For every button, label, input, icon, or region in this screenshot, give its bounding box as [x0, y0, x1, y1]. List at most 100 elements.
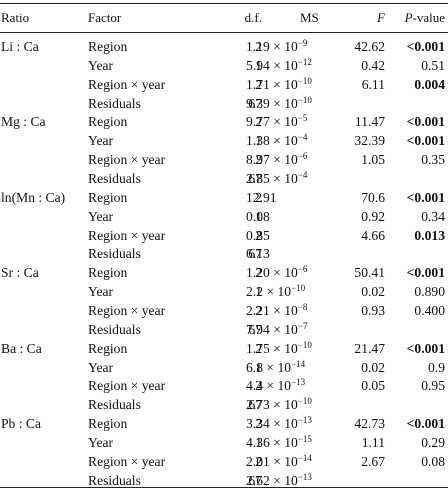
df-cell: 2 — [255, 114, 262, 130]
table-row: Year 1 6.8 × 10−14 0.02 0.9 — [0, 358, 448, 378]
factor-cell: Region — [88, 39, 128, 54]
table-row: Residuals 67 2.62 × 10−13 — [0, 471, 448, 491]
df-cell: 2 — [255, 265, 262, 281]
ms-exponent: −10 — [297, 94, 312, 105]
ms-exponent: −10 — [291, 283, 306, 294]
ms-base: 2.73 × 10 — [246, 397, 298, 413]
table-row: Region × year 2 1.71 × 10−10 6.11 0.004 — [0, 75, 448, 95]
ratio-label: ln(Mn : Ca) — [1, 189, 66, 205]
ms-base: 0.85 — [246, 227, 270, 243]
factor-cell: Region — [88, 189, 128, 205]
df-cell: 67 — [248, 246, 262, 262]
ms-cell: 0.85 — [246, 226, 270, 246]
ms-base: 4.4 × 10 — [246, 378, 292, 394]
p-value-cell: 0.400 — [414, 302, 445, 318]
ms-cell: 4.36 × 10−15 — [246, 433, 312, 453]
p-value-cell: <0.001 — [406, 265, 445, 281]
table-row: Ba : Ca Region 2 1.75 × 10−10 21.47 <0.001 — [0, 339, 448, 359]
f-cell: 2.67 — [361, 453, 385, 469]
ms-base: 8.97 × 10 — [246, 152, 298, 168]
p-value-cell: 0.08 — [421, 453, 445, 469]
ms-cell: 9.77 × 10−5 — [246, 112, 307, 132]
df-cell: 2 — [255, 189, 262, 205]
df-cell: 67 — [248, 472, 262, 488]
df-cell: 67 — [248, 397, 262, 413]
ms-base: 9.77 × 10 — [246, 114, 298, 130]
ms-cell: 2.85 × 10−4 — [246, 169, 307, 189]
p-value-cell: 0.35 — [421, 152, 445, 168]
ms-base: 2.21 × 10 — [246, 302, 298, 318]
ms-base: 3.34 × 10 — [246, 416, 298, 431]
df-cell: 1 — [255, 133, 262, 149]
f-cell: 42.73 — [354, 416, 385, 431]
p-value-cell: <0.001 — [406, 340, 445, 356]
ms-base: 1.19 × 10 — [246, 39, 298, 54]
ms-exponent: −5 — [297, 113, 308, 124]
p-value-cell: <0.001 — [406, 133, 445, 149]
header-row: Ratio Factor d.f. MS F P-value — [0, 8, 448, 28]
ms-base: 9.39 × 10 — [246, 95, 298, 111]
ms-exponent: −4 — [297, 132, 308, 143]
ms-cell: 2.2 × 10−10 — [246, 282, 305, 302]
table-row: Region × year 2 2.01 × 10−14 2.67 0.08 — [0, 452, 448, 472]
factor-cell: Region — [88, 265, 128, 281]
factor-cell: Region × year — [88, 152, 166, 168]
f-cell: 0.42 — [361, 57, 385, 73]
f-cell: 32.39 — [354, 133, 385, 149]
f-cell: 21.47 — [354, 340, 385, 356]
header-p-rest: -value — [412, 10, 445, 25]
ratio-label: Sr : Ca — [1, 265, 39, 281]
p-value-cell: 0.51 — [421, 57, 445, 73]
factor-cell: Residuals — [88, 397, 141, 413]
table-row: Year 1 1.38 × 10−4 32.39 <0.001 — [0, 131, 448, 151]
ms-cell: 6.8 × 10−14 — [246, 358, 305, 378]
table-row: Region × year 2 2.21 × 10−8 0.93 0.400 — [0, 301, 448, 321]
factor-cell: Region — [88, 340, 128, 356]
ms-exponent: −8 — [297, 301, 308, 312]
ratio-label: Mg : Ca — [1, 114, 46, 130]
factor-cell: Region × year — [88, 378, 166, 394]
p-value-cell: 0.34 — [421, 208, 445, 224]
header-factor: Factor — [88, 10, 122, 25]
table-row: Year 1 0.08 0.92 0.34 — [0, 207, 448, 227]
ms-base: 2.2 × 10 — [246, 284, 292, 300]
f-cell: 0.93 — [361, 302, 385, 318]
table-row: Residuals 67 7.94 × 10−7 — [0, 320, 448, 340]
table-row: Year 1 2.2 × 10−10 0.02 0.890 — [0, 282, 448, 302]
f-cell: 42.62 — [354, 39, 385, 54]
ms-base: 6.8 × 10 — [246, 359, 292, 375]
ms-cell: 1.75 × 10−10 — [246, 339, 312, 359]
table-row: Residuals 67 2.85 × 10−4 — [0, 169, 448, 189]
df-cell: 2 — [255, 76, 262, 92]
factor-cell: Region × year — [88, 76, 166, 92]
ms-cell: 12.91 — [246, 188, 277, 208]
ms-cell: 2.73 × 10−10 — [246, 395, 312, 415]
table-row: Sr : Ca Region 2 1.20 × 10−6 50.41 <0.001 — [0, 263, 448, 283]
table-row: Year 1 5.94 × 10−12 0.42 0.51 — [0, 56, 448, 76]
factor-cell: Year — [88, 434, 114, 450]
f-cell: 0.05 — [361, 378, 385, 394]
ms-exponent: −13 — [297, 471, 312, 482]
ms-exponent: −6 — [297, 151, 308, 162]
table-row: Region × year 2 8.97 × 10−6 1.05 0.35 — [0, 150, 448, 170]
header-ms: MS — [300, 10, 319, 25]
f-cell: 50.41 — [354, 265, 385, 281]
ms-base: 1.71 × 10 — [246, 76, 298, 92]
header-p-value: P-value — [405, 8, 445, 28]
factor-cell: Region — [88, 114, 128, 130]
ms-cell: 1.38 × 10−4 — [246, 131, 307, 151]
f-cell: 11.47 — [354, 114, 385, 130]
ms-exponent: −15 — [297, 433, 312, 444]
factor-cell: Residuals — [88, 246, 141, 262]
ms-exponent: −14 — [297, 452, 312, 463]
p-value-cell: 0.95 — [421, 378, 445, 394]
factor-cell: Region — [88, 416, 128, 431]
ms-cell: 6.13 — [246, 244, 270, 264]
table-row: Pb : Ca Region 2 3.34 × 10−13 42.73 <0.001 — [0, 414, 448, 434]
ms-cell: 5.94 × 10−12 — [246, 56, 312, 76]
df-cell: 1 — [255, 284, 262, 300]
ms-exponent: −13 — [291, 377, 306, 388]
table-row: Residuals 67 9.39 × 10−10 — [0, 94, 448, 114]
ms-base: 2.62 × 10 — [246, 472, 298, 488]
f-cell: 4.66 — [361, 227, 385, 243]
